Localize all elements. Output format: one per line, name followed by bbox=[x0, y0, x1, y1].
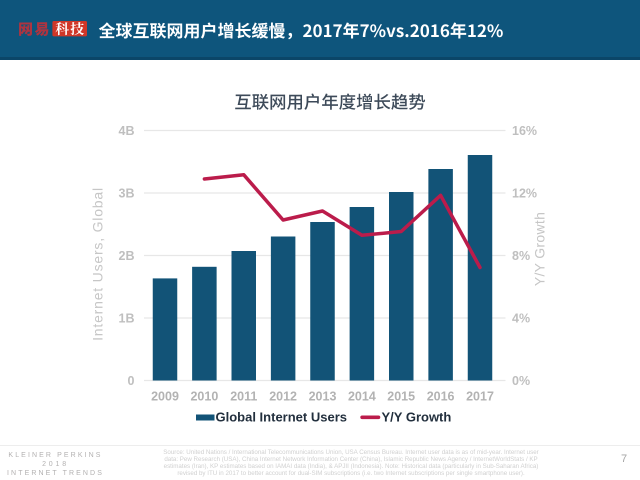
svg-text:12%: 12% bbox=[512, 187, 537, 201]
svg-text:16%: 16% bbox=[512, 124, 537, 138]
svg-text:Internet Users, Global: Internet Users, Global bbox=[90, 187, 106, 341]
svg-text:4B: 4B bbox=[119, 124, 135, 138]
svg-text:4%: 4% bbox=[512, 312, 530, 326]
svg-text:2012: 2012 bbox=[269, 390, 297, 404]
svg-text:8%: 8% bbox=[512, 249, 530, 263]
svg-text:2010: 2010 bbox=[190, 390, 218, 404]
svg-text:0: 0 bbox=[128, 374, 135, 388]
svg-text:1B: 1B bbox=[119, 312, 135, 326]
svg-text:Y/Y Growth: Y/Y Growth bbox=[532, 212, 548, 286]
svg-text:0%: 0% bbox=[512, 374, 530, 388]
svg-text:2016: 2016 bbox=[427, 390, 455, 404]
svg-text:2017: 2017 bbox=[466, 390, 494, 404]
svg-text:2013: 2013 bbox=[309, 390, 337, 404]
svg-text:3B: 3B bbox=[119, 187, 135, 201]
svg-text:2015: 2015 bbox=[387, 390, 415, 404]
svg-text:2009: 2009 bbox=[151, 390, 179, 404]
svg-text:2011: 2011 bbox=[230, 390, 257, 404]
svg-text:Y/Y Growth: Y/Y Growth bbox=[382, 410, 452, 425]
svg-text:2B: 2B bbox=[119, 249, 135, 263]
svg-text:2014: 2014 bbox=[348, 390, 376, 404]
svg-text:Global Internet Users: Global Internet Users bbox=[216, 410, 347, 425]
